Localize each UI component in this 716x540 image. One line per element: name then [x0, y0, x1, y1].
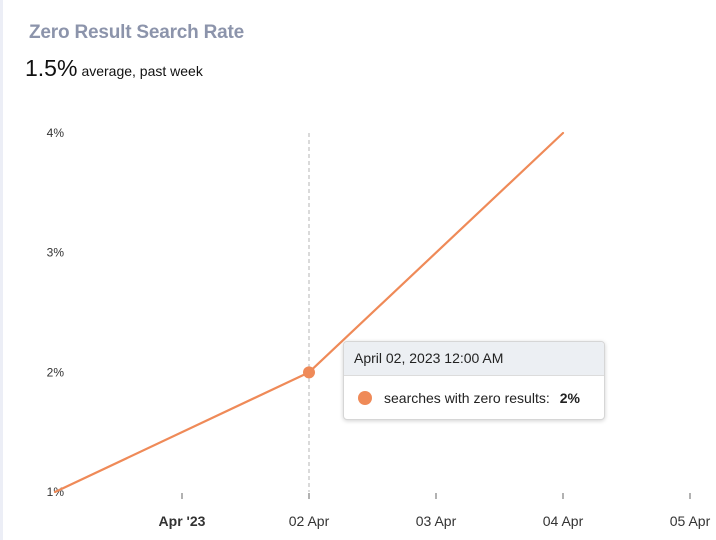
panel-left-border — [0, 0, 3, 540]
tooltip-series-label: searches with zero results: — [384, 389, 550, 406]
series-color-dot-icon — [358, 390, 372, 405]
tooltip-row: searches with zero results: 2% — [344, 376, 604, 419]
tooltip-date: April 02, 2023 12:00 AM — [344, 342, 604, 376]
x-tick-label: 03 Apr — [416, 513, 457, 529]
y-tick-label: 2% — [47, 365, 65, 379]
chart-tooltip: April 02, 2023 12:00 AM searches with ze… — [343, 341, 605, 420]
tooltip-value: 2% — [559, 389, 580, 406]
average-summary: 1.5% average, past week — [25, 55, 203, 82]
x-tick-label: 04 Apr — [543, 513, 584, 529]
y-tick-label: 4% — [47, 126, 65, 140]
x-tick-label: 05 Apr — [670, 513, 711, 529]
chart-title: Zero Result Search Rate — [29, 22, 245, 43]
average-label: average, past week — [81, 63, 203, 79]
average-value: 1.5% — [25, 55, 78, 81]
y-tick-label: 3% — [47, 246, 65, 260]
series-line — [53, 131, 565, 494]
data-point-marker — [303, 366, 315, 379]
x-tick-label: 02 Apr — [289, 513, 330, 529]
x-tick-label: Apr '23 — [159, 513, 206, 529]
